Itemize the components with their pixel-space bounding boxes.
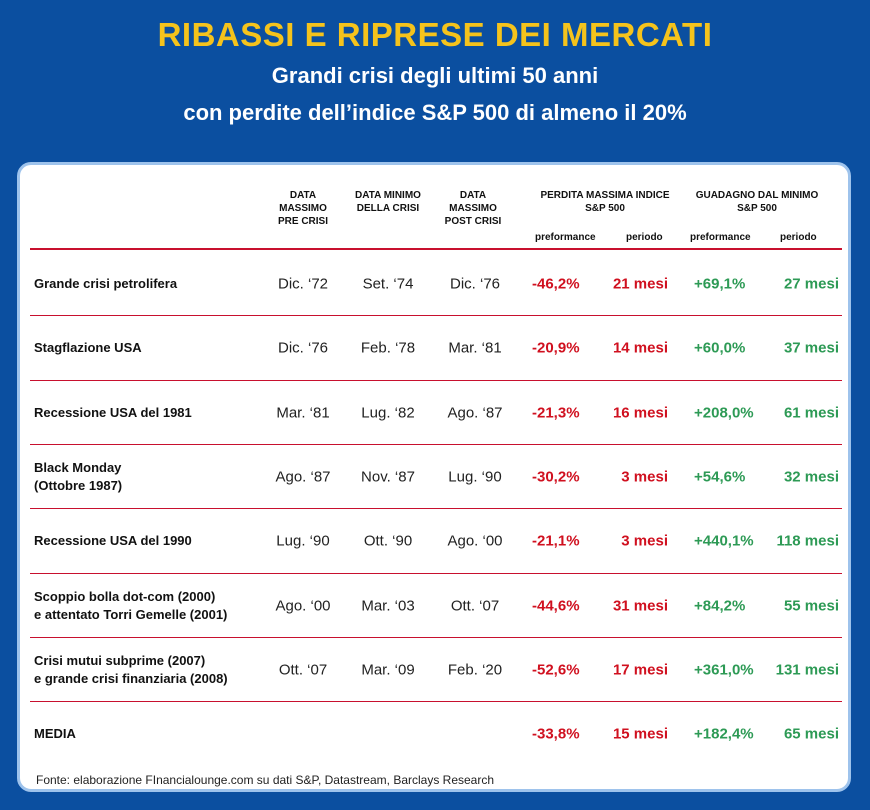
col-header-data-massimo-post: DATA MASSIMO POST CRISI [444,190,502,227]
gain-period: 27 mesi [783,275,839,293]
gain-period: 37 mesi [783,339,839,357]
page-subtitle-line1: Grandi crisi degli ultimi 50 anni [271,63,599,88]
loss-performance: -44,6% [532,597,580,615]
date-massimo-post: Lug. ‘90 [448,468,502,486]
row-divider [30,572,842,574]
crisis-name: Black Monday (Ottobre 1987) [34,459,122,495]
col-header-data-minimo: DATA MINIMO DELLA CRISI [355,190,421,214]
gain-performance: +440,1% [694,532,754,550]
date-massimo-pre: Ago. ‘87 [275,468,331,486]
date-massimo-post: Mar. ‘81 [448,339,502,357]
loss-period: 3 mesi [621,532,668,550]
date-massimo-post: Ott. ‘07 [450,597,500,615]
loss-performance: -21,3% [532,404,580,422]
row-divider [30,315,842,317]
row-divider [30,443,842,445]
col-subheader-loss-performance: preformance [535,232,596,243]
gain-performance: +54,6% [694,468,746,486]
crisis-name: Stagflazione USA [34,339,142,357]
loss-period: 16 mesi [612,404,668,422]
crisis-name: MEDIA [34,725,76,743]
page-subtitle-line2: con perdite dell’indice S&P 500 di almen… [183,100,687,125]
header-divider [30,248,842,250]
date-massimo-pre: Dic. ‘72 [277,275,329,293]
crisis-name-line: Crisi mutui subprime (2007) [34,652,206,668]
date-minimo: Feb. ‘78 [360,339,416,357]
crisis-name: Grande crisi petrolifera [34,275,177,293]
table-card: DATA MASSIMO PRE CRISI DATA MINIMO DELLA… [17,162,851,792]
crisis-name-line: Scoppio bolla dot-com (2000) [34,588,216,604]
gain-performance: +208,0% [694,404,754,422]
row-divider [30,508,842,510]
loss-period: 31 mesi [612,597,668,615]
date-massimo-pre: Lug. ‘90 [276,532,330,550]
gain-performance: +84,2% [694,597,746,615]
col-subheader-loss-periodo: periodo [626,232,663,243]
col-subheader-gain-periodo: periodo [780,232,817,243]
col-header-guadagno: GUADAGNO DAL MINIMO S&P 500 [695,190,819,214]
loss-period: 14 mesi [612,339,668,357]
date-massimo-pre: Ott. ‘07 [278,661,328,679]
date-minimo: Mar. ‘03 [361,597,415,615]
row-divider [30,701,842,703]
loss-performance: -20,9% [532,339,580,357]
gain-performance: +182,4% [694,725,754,743]
loss-period: 17 mesi [612,661,668,679]
col-header-perdita: PERDITA MASSIMA INDICE S&P 500 [540,190,670,214]
gain-period: 131 mesi [775,661,839,679]
col-subheader-gain-performance: preformance [690,232,751,243]
row-divider [30,379,842,381]
loss-period: 3 mesi [621,468,668,486]
loss-period: 21 mesi [612,275,668,293]
loss-performance: -21,1% [532,532,580,550]
crisis-name-line: Black Monday [34,460,122,476]
col-header-data-massimo-pre: DATA MASSIMO PRE CRISI [277,190,328,227]
loss-performance: -30,2% [532,468,580,486]
date-massimo-pre: Dic. ‘76 [277,339,329,357]
gain-period: 32 mesi [783,468,839,486]
gain-performance: +361,0% [694,661,754,679]
date-massimo-pre: Mar. ‘81 [276,404,330,422]
gain-period: 118 mesi [776,532,839,550]
date-minimo: Set. ‘74 [362,275,414,293]
loss-performance: -46,2% [532,275,580,293]
gain-period: 55 mesi [783,597,839,615]
crisis-name-line: e grande crisi finanziaria (2008) [34,670,228,686]
loss-performance: -52,6% [532,661,580,679]
date-minimo: Ott. ‘90 [363,532,413,550]
row-divider [30,636,842,638]
crisis-name: Recessione USA del 1981 [34,404,192,422]
date-massimo-post: Dic. ‘76 [449,275,501,293]
date-minimo: Mar. ‘09 [361,661,415,679]
crisis-name-line: e attentato Torri Gemelle (2001) [34,606,228,622]
crisis-name: Recessione USA del 1990 [34,532,192,550]
crisis-name-line: Recessione USA del 1981 [34,404,192,420]
gain-performance: +60,0% [694,339,746,357]
date-massimo-post: Ago. ‘87 [447,404,503,422]
date-massimo-post: Ago. ‘00 [447,532,503,550]
loss-period: 15 mesi [612,725,668,743]
gain-period: 61 mesi [783,404,839,422]
crisis-name-line: Recessione USA del 1990 [34,533,192,549]
crisis-name-line: Stagflazione USA [34,340,142,356]
date-minimo: Lug. ‘82 [361,404,415,422]
date-minimo: Nov. ‘87 [361,468,415,486]
date-massimo-post: Feb. ‘20 [447,661,503,679]
crisis-name-line: (Ottobre 1987) [34,478,123,494]
crisis-name: Scoppio bolla dot-com (2000) e attentato … [34,588,227,624]
source-note: Fonte: elaborazione FInancialounge.com s… [36,773,495,787]
gain-period: 65 mesi [783,725,839,743]
crisis-name-line: Grande crisi petrolifera [34,276,178,292]
crisis-name-line: MEDIA [34,726,76,742]
page-title: RIBASSI E RIPRESE DEI MERCATI [157,16,713,53]
loss-performance: -33,8% [532,725,580,743]
crisis-name: Crisi mutui subprime (2007) e grande cris… [34,652,228,688]
date-massimo-pre: Ago. ‘00 [275,597,331,615]
gain-performance: +69,1% [694,275,746,293]
